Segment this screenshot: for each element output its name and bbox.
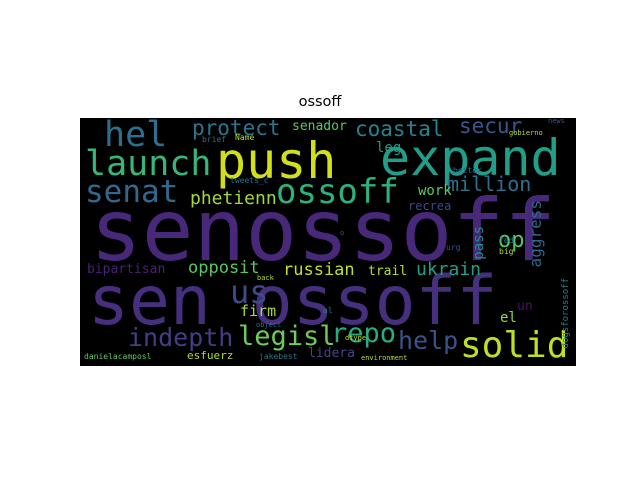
word-senat: senat <box>85 174 179 210</box>
word-jakebest: jakebest <box>259 352 298 361</box>
word-un: un <box>517 299 533 314</box>
word-aggress: aggress <box>526 200 545 268</box>
word-pass: pass <box>471 226 487 260</box>
word-bipartisan: bipartisan <box>87 262 166 277</box>
word-push: push <box>216 132 337 190</box>
word-secur: secur <box>459 118 523 138</box>
word-help: help <box>398 326 459 355</box>
word-expand: expand <box>380 129 561 187</box>
word-brief: brief <box>202 135 227 144</box>
word-russian: russian <box>283 260 355 280</box>
word-ossoff: ossoff <box>276 172 399 212</box>
word-protect: protect <box>192 118 281 140</box>
word-senossoff: senossoff <box>90 181 556 281</box>
word-work: work <box>418 183 452 199</box>
word-big: big <box>499 247 514 256</box>
word-better: better <box>453 166 482 175</box>
word-hel: hel <box>104 118 168 155</box>
word-op: op <box>498 228 525 253</box>
chart-title: ossoff <box>298 94 342 110</box>
word-us: us <box>230 273 269 311</box>
word-recrea: recrea <box>408 199 452 213</box>
word-back: back <box>257 274 274 282</box>
word-el: el <box>500 310 517 326</box>
word-cloud: senossoff sen ossoff push expand hel lau… <box>80 118 576 366</box>
word-urg: urg <box>446 243 461 252</box>
word-opposit: opposit <box>188 258 260 278</box>
word-esfuerz: esfuerz <box>187 349 234 362</box>
word-trail: trail <box>368 264 408 279</box>
word-lidera: lidera <box>308 346 355 361</box>
word-indepth: indepth <box>128 323 234 352</box>
word-tweets: tweets_c <box>230 176 269 185</box>
word-coastal: coastal <box>355 118 444 141</box>
word-fed: fed <box>499 236 514 245</box>
word-object: object <box>256 321 282 329</box>
word-sen-ossoff: sen ossoff <box>88 262 498 341</box>
word-danielacamposl: danielacamposl <box>84 352 152 361</box>
word-million: million <box>447 172 532 196</box>
word-launch: launch <box>85 144 212 184</box>
word-phetienn: phetienn <box>190 188 277 209</box>
word-dogsforossoff: dogsforossoff <box>561 278 571 349</box>
word-environment: environment <box>361 354 408 362</box>
word-repo: repo <box>331 318 397 349</box>
word-solid: solid <box>460 325 569 366</box>
word-gobierno: gobierno <box>509 129 543 137</box>
word-leg: leg <box>376 140 402 156</box>
word-news: news <box>548 118 565 125</box>
word-al: al <box>323 306 333 315</box>
word-firm: firm <box>240 302 277 320</box>
word-dtype: dtype <box>345 334 367 342</box>
word-name: Name <box>235 133 255 142</box>
word-dot: o <box>340 229 345 237</box>
word-legisl: legisl <box>238 321 336 352</box>
word-ukrain: ukrain <box>416 259 482 280</box>
word-senador: senador <box>292 119 347 134</box>
